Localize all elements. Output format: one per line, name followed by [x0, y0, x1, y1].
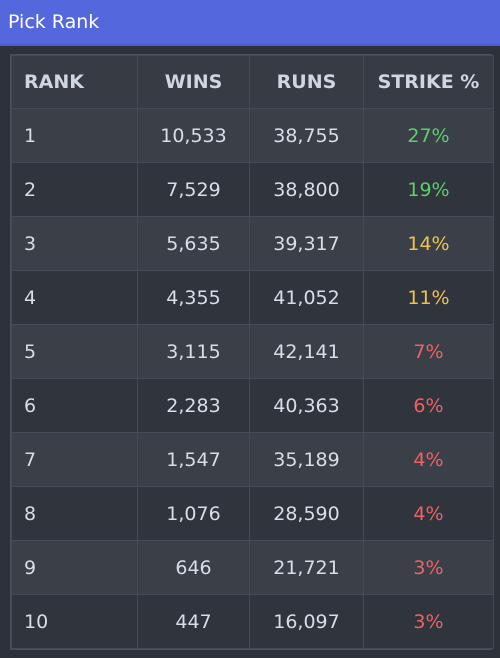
strike-cell: 4%: [363, 486, 494, 541]
strike-cell: 27%: [363, 108, 494, 163]
rank-cell: 5: [11, 324, 138, 379]
pick-rank-table: RANK WINS RUNS STRIKE % 1 10,533 38,755 …: [11, 55, 494, 649]
wins-cell: 447: [137, 594, 250, 649]
window-title: Pick Rank: [8, 11, 100, 33]
header-strike: STRIKE %: [363, 55, 494, 109]
rank-cell: 9: [11, 540, 138, 595]
wins-cell: 3,115: [137, 324, 250, 379]
wins-cell: 7,529: [137, 162, 250, 217]
wins-cell: 1,076: [137, 486, 250, 541]
strike-cell: 4%: [363, 432, 494, 487]
runs-cell: 41,052: [249, 270, 364, 325]
strike-cell: 11%: [363, 270, 494, 325]
rank-cell: 1: [11, 108, 138, 163]
rank-cell: 3: [11, 216, 138, 271]
runs-cell: 38,755: [249, 108, 364, 163]
table-row: 5 3,115 42,141 7%: [11, 324, 494, 379]
runs-cell: 21,721: [249, 540, 364, 595]
runs-cell: 39,317: [249, 216, 364, 271]
table-row: 2 7,529 38,800 19%: [11, 162, 494, 217]
table-row: 10 447 16,097 3%: [11, 594, 494, 649]
wins-cell: 2,283: [137, 378, 250, 433]
strike-cell: 14%: [363, 216, 494, 271]
runs-cell: 35,189: [249, 432, 364, 487]
table-row: 8 1,076 28,590 4%: [11, 486, 494, 541]
rank-table-container: RANK WINS RUNS STRIKE % 1 10,533 38,755 …: [10, 54, 494, 650]
wins-cell: 10,533: [137, 108, 250, 163]
runs-cell: 42,141: [249, 324, 364, 379]
rank-cell: 8: [11, 486, 138, 541]
strike-cell: 3%: [363, 594, 494, 649]
rank-cell: 2: [11, 162, 138, 217]
runs-cell: 28,590: [249, 486, 364, 541]
runs-cell: 40,363: [249, 378, 364, 433]
table-header-row: RANK WINS RUNS STRIKE %: [11, 55, 494, 109]
header-wins: WINS: [137, 55, 250, 109]
header-rank: RANK: [11, 55, 138, 109]
rank-cell: 4: [11, 270, 138, 325]
runs-cell: 16,097: [249, 594, 364, 649]
wins-cell: 1,547: [137, 432, 250, 487]
table-row: 6 2,283 40,363 6%: [11, 378, 494, 433]
table-row: 9 646 21,721 3%: [11, 540, 494, 595]
strike-cell: 7%: [363, 324, 494, 379]
wins-cell: 5,635: [137, 216, 250, 271]
rank-cell: 7: [11, 432, 138, 487]
table-row: 3 5,635 39,317 14%: [11, 216, 494, 271]
strike-cell: 19%: [363, 162, 494, 217]
title-bar: Pick Rank: [0, 0, 500, 46]
header-runs: RUNS: [249, 55, 364, 109]
table-row: 1 10,533 38,755 27%: [11, 108, 494, 163]
wins-cell: 4,355: [137, 270, 250, 325]
strike-cell: 6%: [363, 378, 494, 433]
wins-cell: 646: [137, 540, 250, 595]
strike-cell: 3%: [363, 540, 494, 595]
rank-cell: 6: [11, 378, 138, 433]
runs-cell: 38,800: [249, 162, 364, 217]
table-row: 7 1,547 35,189 4%: [11, 432, 494, 487]
table-row: 4 4,355 41,052 11%: [11, 270, 494, 325]
rank-cell: 10: [11, 594, 138, 649]
